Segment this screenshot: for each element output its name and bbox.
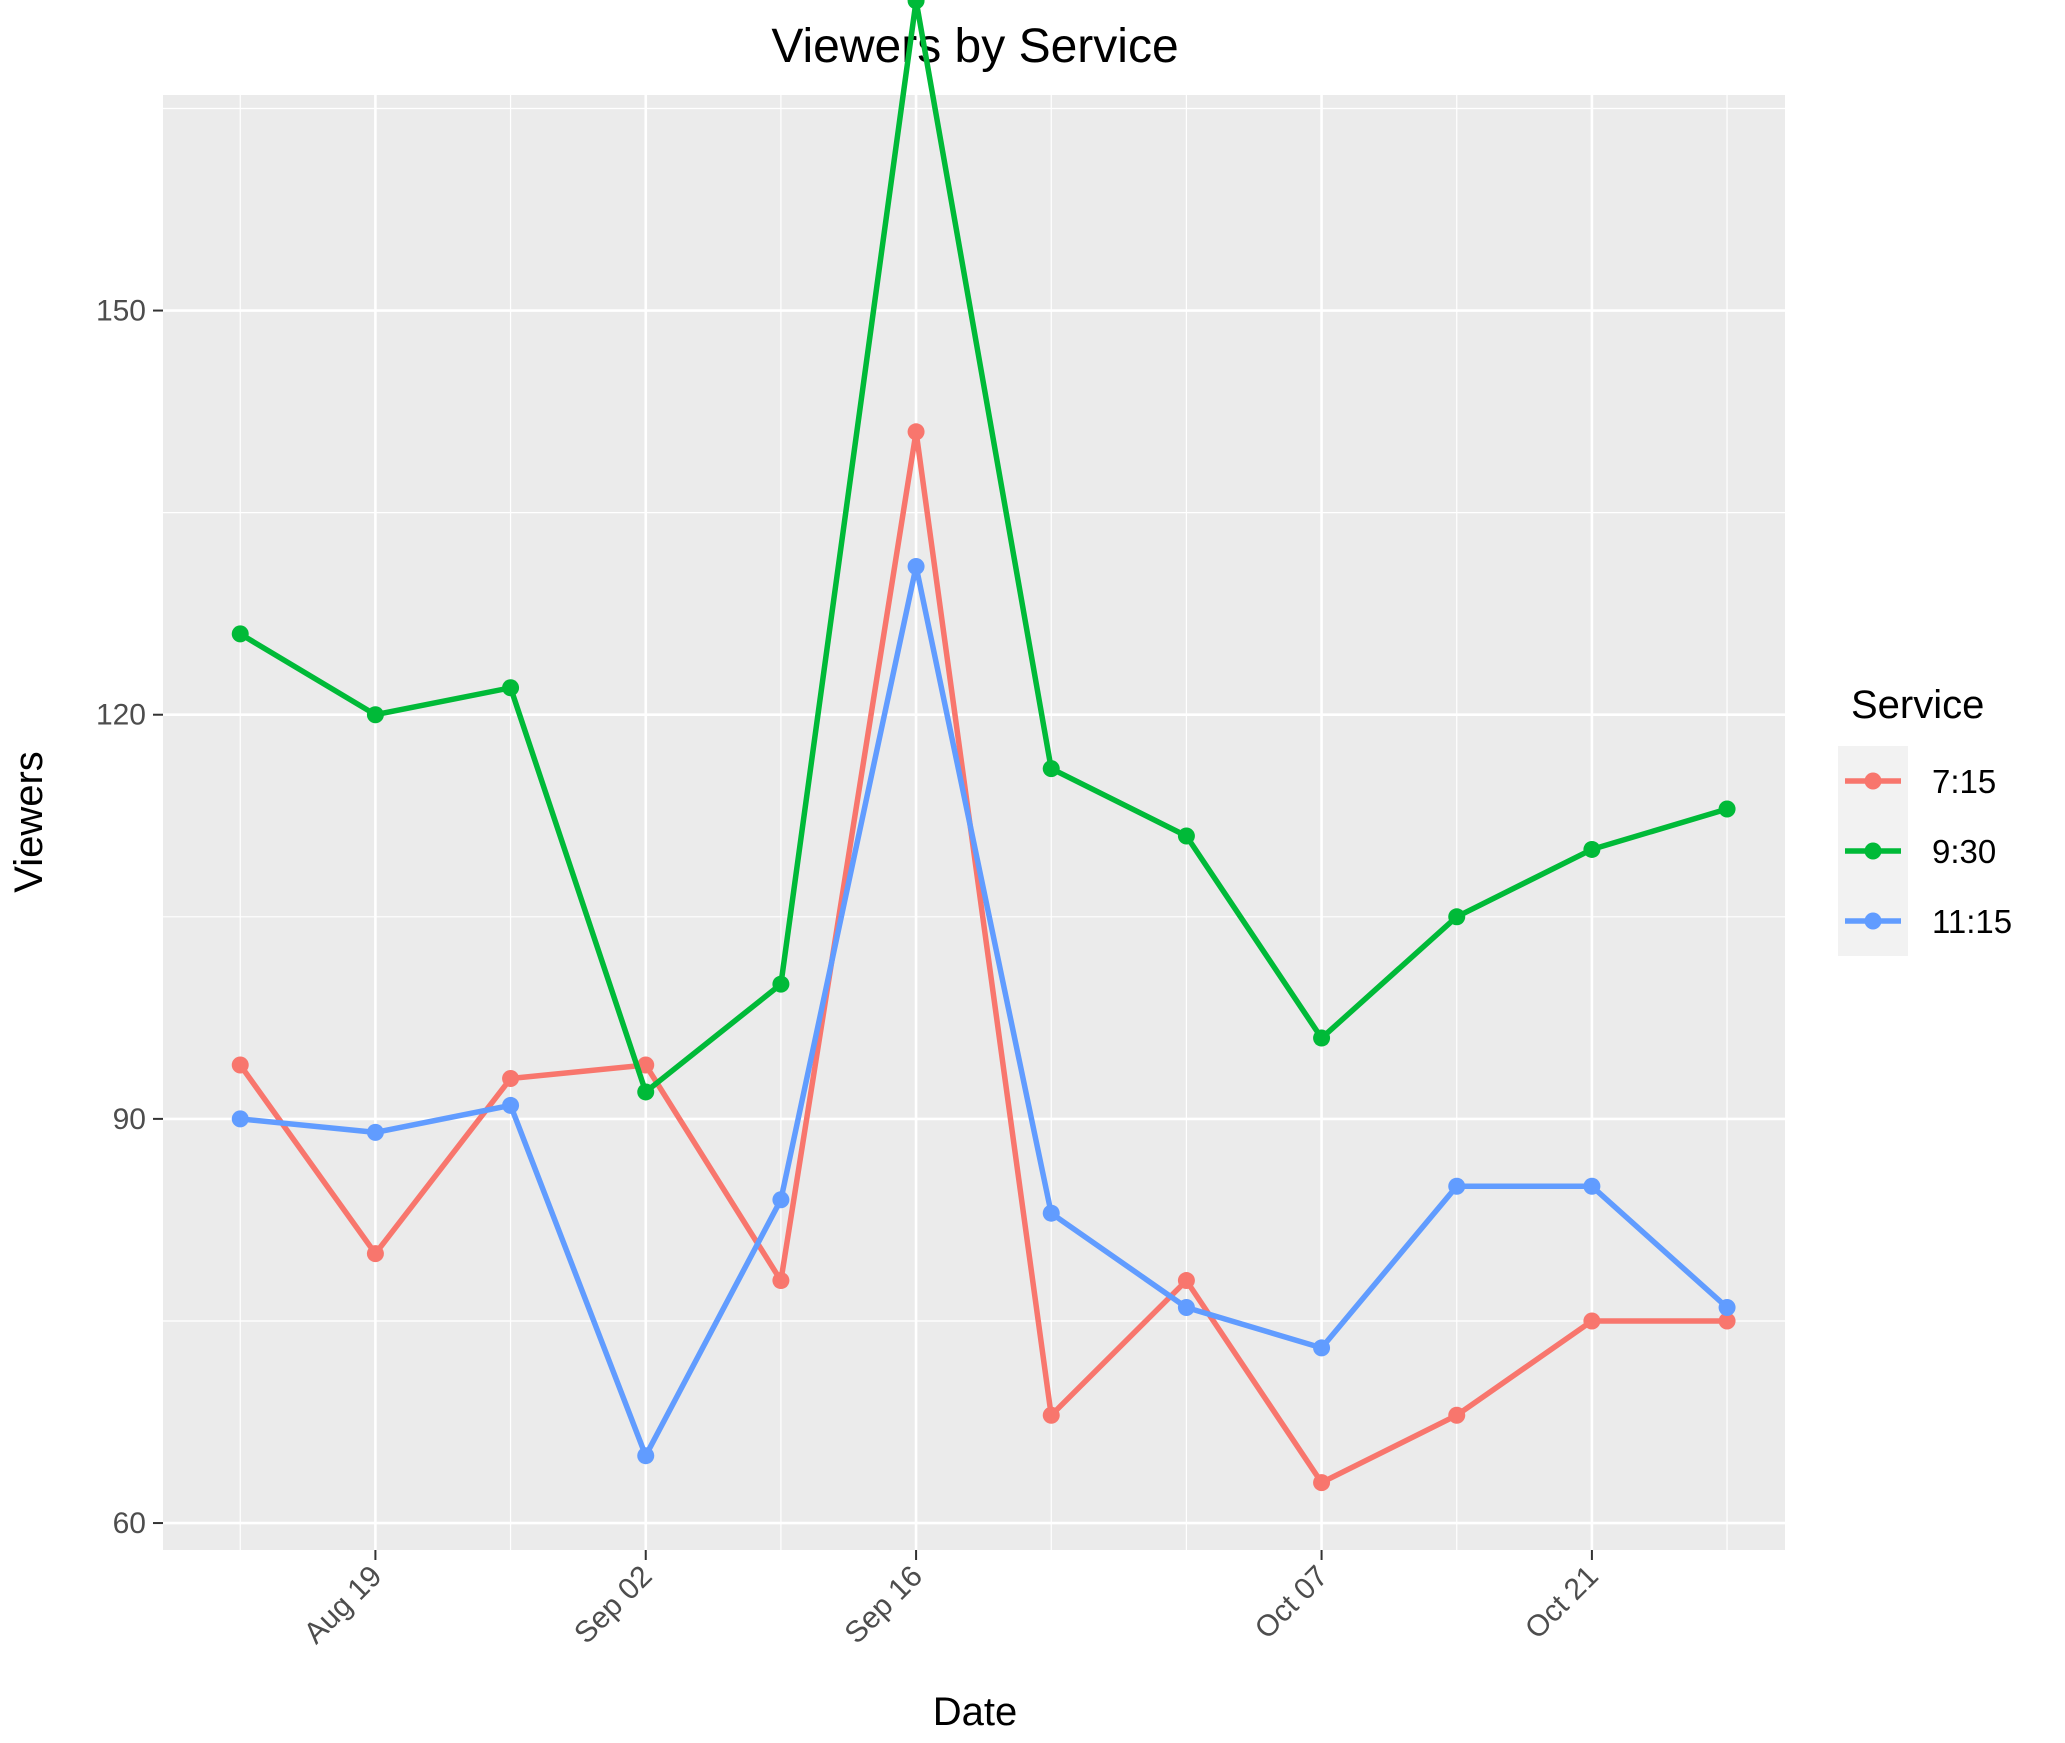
data-point <box>366 1123 384 1141</box>
data-point <box>1583 1177 1601 1195</box>
legend-item: 11:15 <box>1838 886 2012 956</box>
y-tick-label: 90 <box>113 1103 146 1136</box>
data-point <box>1718 1312 1736 1330</box>
legend-key-point <box>1864 912 1882 930</box>
legend-title: Service <box>1851 683 1984 727</box>
data-point <box>1583 1312 1601 1330</box>
y-tick-label: 60 <box>113 1507 146 1540</box>
series-line <box>239 563 1729 1459</box>
x-axis-title: Date <box>933 1690 1018 1734</box>
data-point <box>1448 1406 1466 1424</box>
axis-ticks <box>153 309 1593 1560</box>
minor-gridlines <box>163 95 1785 1550</box>
x-tick-label: Aug 19 <box>298 1560 389 1651</box>
data-point <box>637 1447 655 1465</box>
data-point <box>1042 1406 1060 1424</box>
legend-key-point <box>1864 772 1882 790</box>
x-tick-label: Sep 16 <box>838 1560 929 1651</box>
legend-item: 9:30 <box>1838 816 1996 886</box>
data-point <box>231 1056 249 1074</box>
data-point <box>231 1110 249 1128</box>
data-point <box>1448 908 1466 926</box>
y-tick-label: 150 <box>96 295 146 328</box>
data-point <box>1177 1299 1195 1316</box>
data-point <box>1042 760 1060 778</box>
series-9-30 <box>231 0 1736 1101</box>
y-axis-title: Viewers <box>7 751 51 893</box>
legend-label: 7:15 <box>1932 763 1996 800</box>
data-point <box>637 1083 655 1101</box>
data-point <box>502 1069 520 1087</box>
series-line <box>238 0 1728 1095</box>
legend-key-point <box>1864 842 1882 860</box>
plot-panel <box>163 95 1785 1550</box>
data-point <box>907 423 925 441</box>
data-point <box>1042 1204 1060 1222</box>
data-point <box>1313 1474 1331 1492</box>
data-point <box>637 1056 655 1074</box>
x-tick-label: Oct 07 <box>1249 1560 1335 1646</box>
data-point <box>1177 827 1195 845</box>
x-tick-label: Oct 21 <box>1519 1560 1605 1646</box>
x-tick-labels: Aug 19 Sep 02 Sep 16 Oct 07 Oct 21 <box>298 1560 1605 1651</box>
data-point <box>1718 1299 1736 1316</box>
legend-label: 11:15 <box>1932 903 2012 940</box>
series-11-15 <box>231 558 1736 1465</box>
data-point <box>366 706 384 724</box>
x-tick-label: Sep 02 <box>568 1560 659 1651</box>
y-tick-labels: 60 90 120 150 <box>96 295 146 1541</box>
legend-label: 9:30 <box>1932 833 1996 870</box>
data-point <box>502 1096 520 1114</box>
data-point <box>1718 800 1736 818</box>
major-gridlines <box>163 95 1785 1550</box>
data-point <box>1448 1177 1466 1195</box>
data-point <box>772 1272 790 1290</box>
data-point <box>1583 840 1601 858</box>
data-point <box>366 1245 384 1263</box>
legend: Service 7:15 9:30 11:15 <box>1838 683 2012 956</box>
data-point <box>772 1191 790 1209</box>
data-point <box>502 679 520 697</box>
legend-item: 7:15 <box>1838 746 1996 816</box>
data-point <box>907 558 925 576</box>
data-point <box>231 625 249 643</box>
series-layer <box>231 0 1736 1492</box>
chart-title: Viewers by Service <box>771 20 1178 73</box>
data-point <box>772 975 790 993</box>
data-point <box>907 0 925 10</box>
data-point <box>1177 1272 1195 1290</box>
data-point <box>1313 1029 1331 1047</box>
y-tick-label: 120 <box>96 699 146 732</box>
data-point <box>1313 1339 1331 1357</box>
